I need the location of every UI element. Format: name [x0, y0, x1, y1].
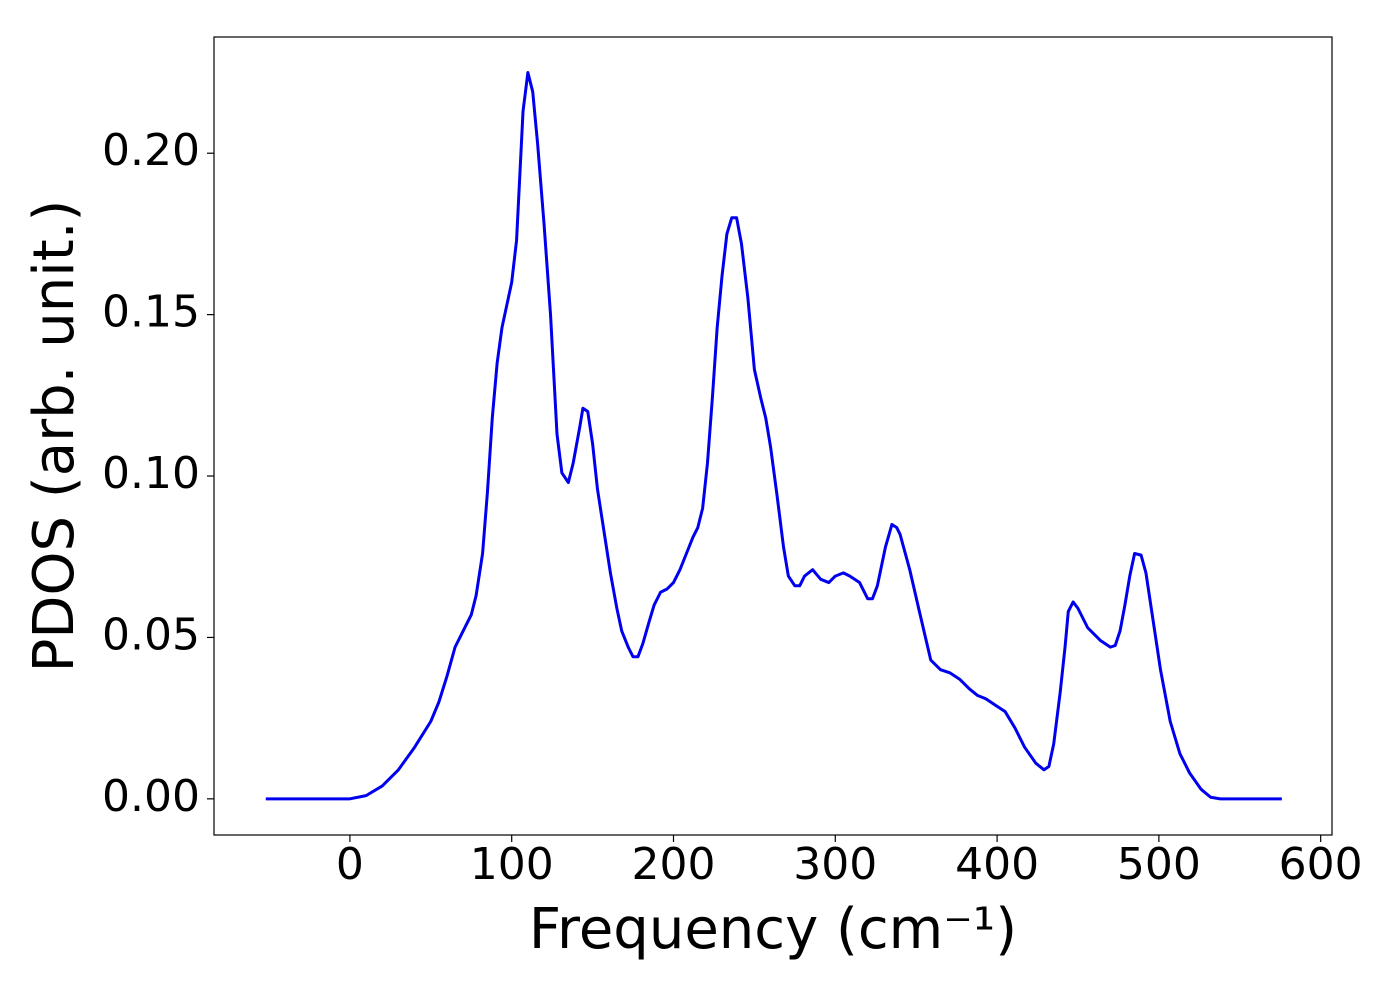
x-tick-label: 300 — [793, 839, 877, 890]
x-tick-label: 100 — [470, 839, 554, 890]
y-tick-label: 0.15 — [102, 287, 200, 338]
x-tick-label: 500 — [1117, 839, 1201, 890]
x-tick-label: 0 — [336, 839, 364, 890]
y-axis-label: PDOS (arb. unit.) — [22, 200, 87, 673]
data-line — [265, 71, 1282, 801]
y-tick-label: 0.10 — [102, 448, 200, 499]
x-axis-label: Frequency (cm⁻¹) — [529, 897, 1017, 962]
y-tick-label: 0.05 — [102, 609, 200, 660]
y-tick-label: 0.20 — [102, 125, 200, 176]
x-tick-label: 400 — [955, 839, 1039, 890]
x-tick-label: 600 — [1279, 839, 1363, 890]
x-tick-label: 200 — [632, 839, 716, 890]
plot-frame — [213, 36, 1333, 836]
y-tick-label: 0.00 — [102, 771, 200, 822]
